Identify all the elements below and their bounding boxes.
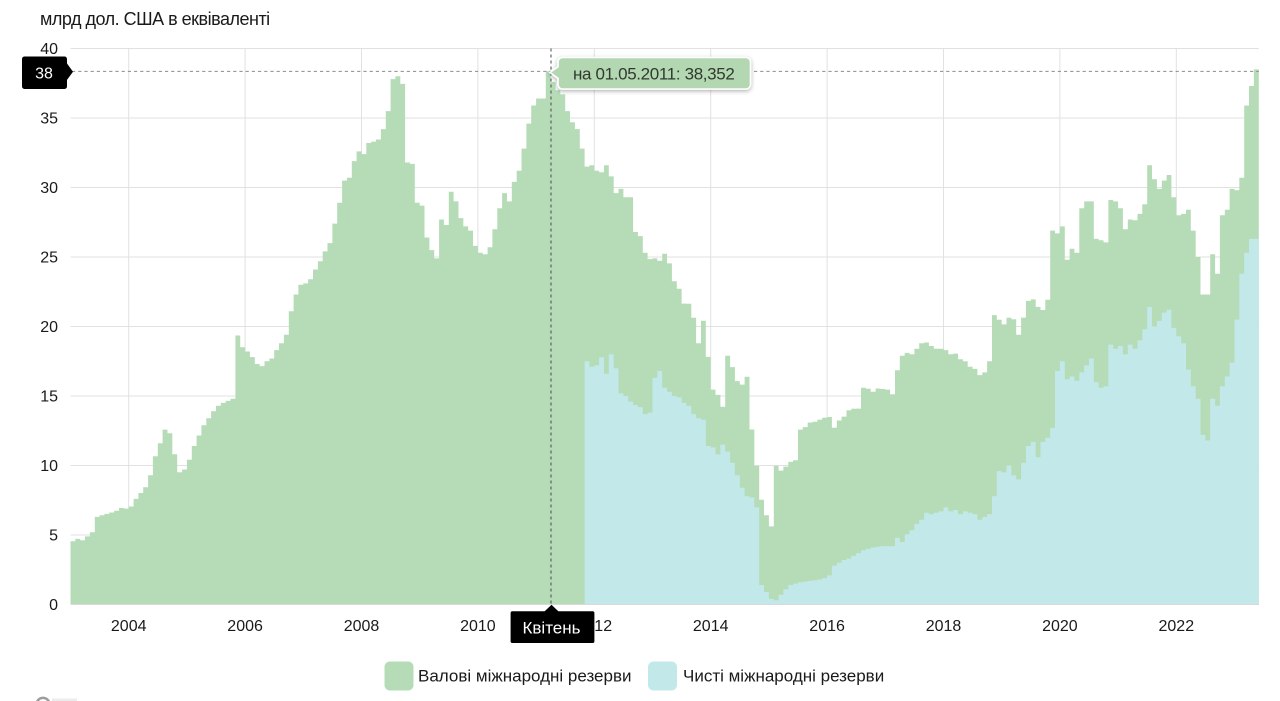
svg-text:20: 20 [40, 319, 58, 336]
svg-text:2018: 2018 [926, 618, 962, 635]
svg-text:15: 15 [40, 389, 58, 406]
svg-text:2020: 2020 [1042, 618, 1078, 635]
svg-text:0: 0 [49, 597, 58, 614]
svg-text:2010: 2010 [460, 618, 496, 635]
svg-text:2004: 2004 [111, 618, 147, 635]
svg-text:35: 35 [40, 111, 58, 128]
svg-text:на 01.05.2011: 38,352: на 01.05.2011: 38,352 [573, 65, 734, 84]
svg-text:25: 25 [40, 250, 58, 267]
svg-text:2016: 2016 [809, 618, 845, 635]
svg-text:2006: 2006 [227, 618, 263, 635]
svg-text:30: 30 [40, 180, 58, 197]
svg-text:38: 38 [35, 66, 53, 83]
svg-text:40: 40 [40, 41, 58, 58]
svg-text:Чисті міжнародні резерви: Чисті міжнародні резерви [683, 667, 884, 686]
svg-text:млрд дол. США в еквіваленті: млрд дол. США в еквіваленті [40, 9, 270, 29]
svg-text:2022: 2022 [1159, 618, 1195, 635]
svg-text:2014: 2014 [693, 618, 729, 635]
svg-text:2008: 2008 [344, 618, 380, 635]
svg-text:Валові міжнародні резерви: Валові міжнародні резерви [418, 667, 632, 686]
svg-text:Квітень: Квітень [522, 619, 580, 638]
svg-text:10: 10 [40, 458, 58, 475]
svg-text:5: 5 [49, 528, 58, 545]
